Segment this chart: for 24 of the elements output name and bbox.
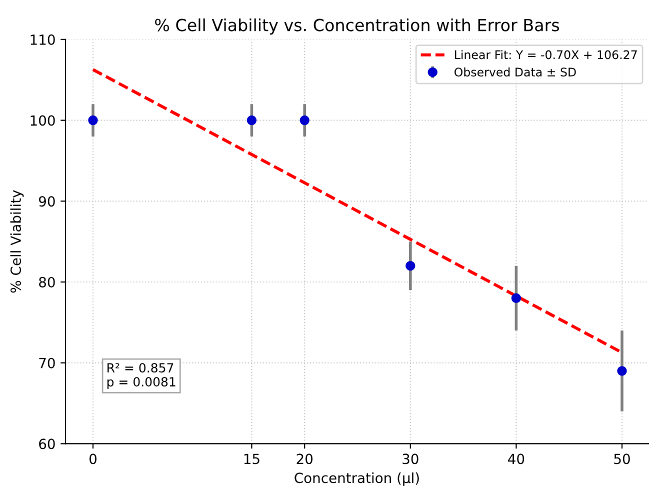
x-tick-label: 40 — [508, 454, 524, 464]
x-tick-label: 50 — [614, 454, 630, 464]
y-axis-title: % Cell Viability — [10, 190, 24, 293]
x-axis-title: Concentration (µl) — [294, 472, 419, 486]
x-tick-label: 20 — [296, 454, 313, 464]
y-tick-label: 80 — [39, 276, 55, 288]
x-tick-label: 0 — [90, 454, 97, 464]
point — [88, 115, 98, 126]
y-tick-label: 110 — [30, 34, 55, 45]
chart-title: % Cell Viability vs. Concentration with Error Bars — [155, 18, 560, 35]
legend-label: Linear Fit: Y = -0.70X + 106.27 — [455, 50, 637, 60]
legend-label: Observed Data ± SD — [454, 67, 576, 77]
point — [246, 115, 257, 126]
point — [406, 260, 416, 271]
point — [300, 115, 310, 126]
y-tick-label: 60 — [39, 438, 55, 450]
point — [617, 366, 627, 376]
annotation: R² = 0.857 p = 0.0081 — [107, 363, 176, 389]
y-tick-label: 100 — [30, 115, 55, 126]
y-tick-label: 90 — [38, 196, 55, 207]
point — [511, 293, 522, 304]
y-tick-label: 70 — [39, 358, 55, 368]
x-tick-label: 30 — [402, 454, 418, 464]
x-tick-label: 15 — [244, 454, 260, 464]
